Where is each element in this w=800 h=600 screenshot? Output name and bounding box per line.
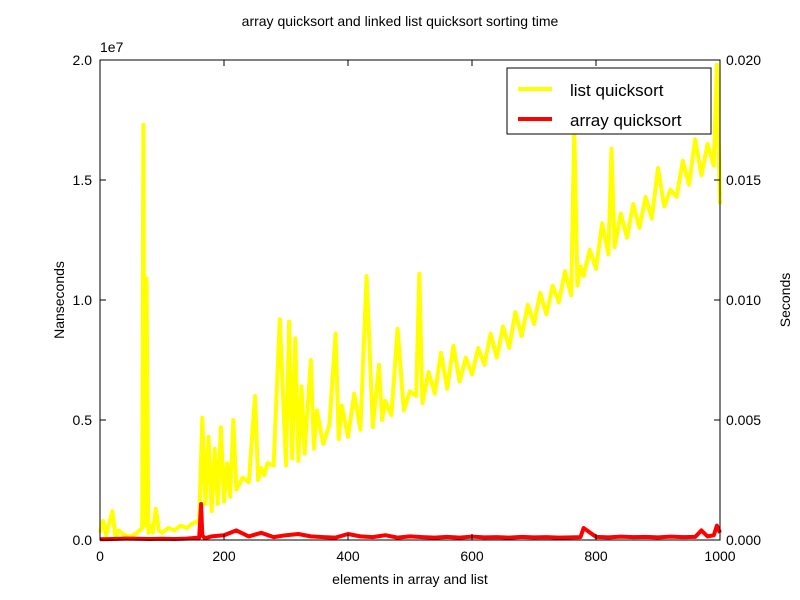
- y-tick-label: 0.0: [73, 532, 93, 548]
- y-tick-label: 1.0: [73, 292, 93, 308]
- x-tick-label: 600: [460, 548, 484, 564]
- y-axis-label: Nanseconds: [51, 261, 67, 339]
- y-tick-label: 0.5: [73, 412, 93, 428]
- chart-title: array quicksort and linked list quicksor…: [242, 13, 559, 29]
- y2-tick-label: 0.000: [726, 532, 761, 548]
- legend-box: [506, 67, 712, 135]
- x-tick-label: 1000: [704, 548, 735, 564]
- y-offset-text: 1e7: [100, 39, 124, 55]
- series-line-array-quicksort: [99, 502, 722, 542]
- x-tick-label: 400: [336, 548, 360, 564]
- x-axis-label: elements in array and list: [332, 571, 488, 587]
- x-tick-label: 200: [212, 548, 236, 564]
- y2-tick-label: 0.015: [726, 172, 761, 188]
- legend-label-array: array quicksort: [570, 111, 682, 130]
- legend: list quicksort array quicksort: [506, 67, 712, 135]
- series-layer: [98, 62, 722, 542]
- x-tick-label: 0: [96, 548, 104, 564]
- ticks-layer: 0 200 400 600 800 1000 0.0 0.5 1.0 1.5 2.0 0.000 0.0…: [73, 52, 762, 564]
- series-line-list-quicksort: [98, 62, 722, 540]
- y2-tick-label: 0.005: [726, 412, 761, 428]
- legend-label-list: list quicksort: [570, 81, 664, 100]
- y2-axis-label: Seconds: [777, 273, 793, 327]
- x-tick-label: 800: [584, 548, 608, 564]
- y-tick-label: 2.0: [73, 52, 93, 68]
- y2-tick-label: 0.010: [726, 292, 761, 308]
- y2-tick-label: 0.020: [726, 52, 761, 68]
- y-tick-label: 1.5: [73, 172, 93, 188]
